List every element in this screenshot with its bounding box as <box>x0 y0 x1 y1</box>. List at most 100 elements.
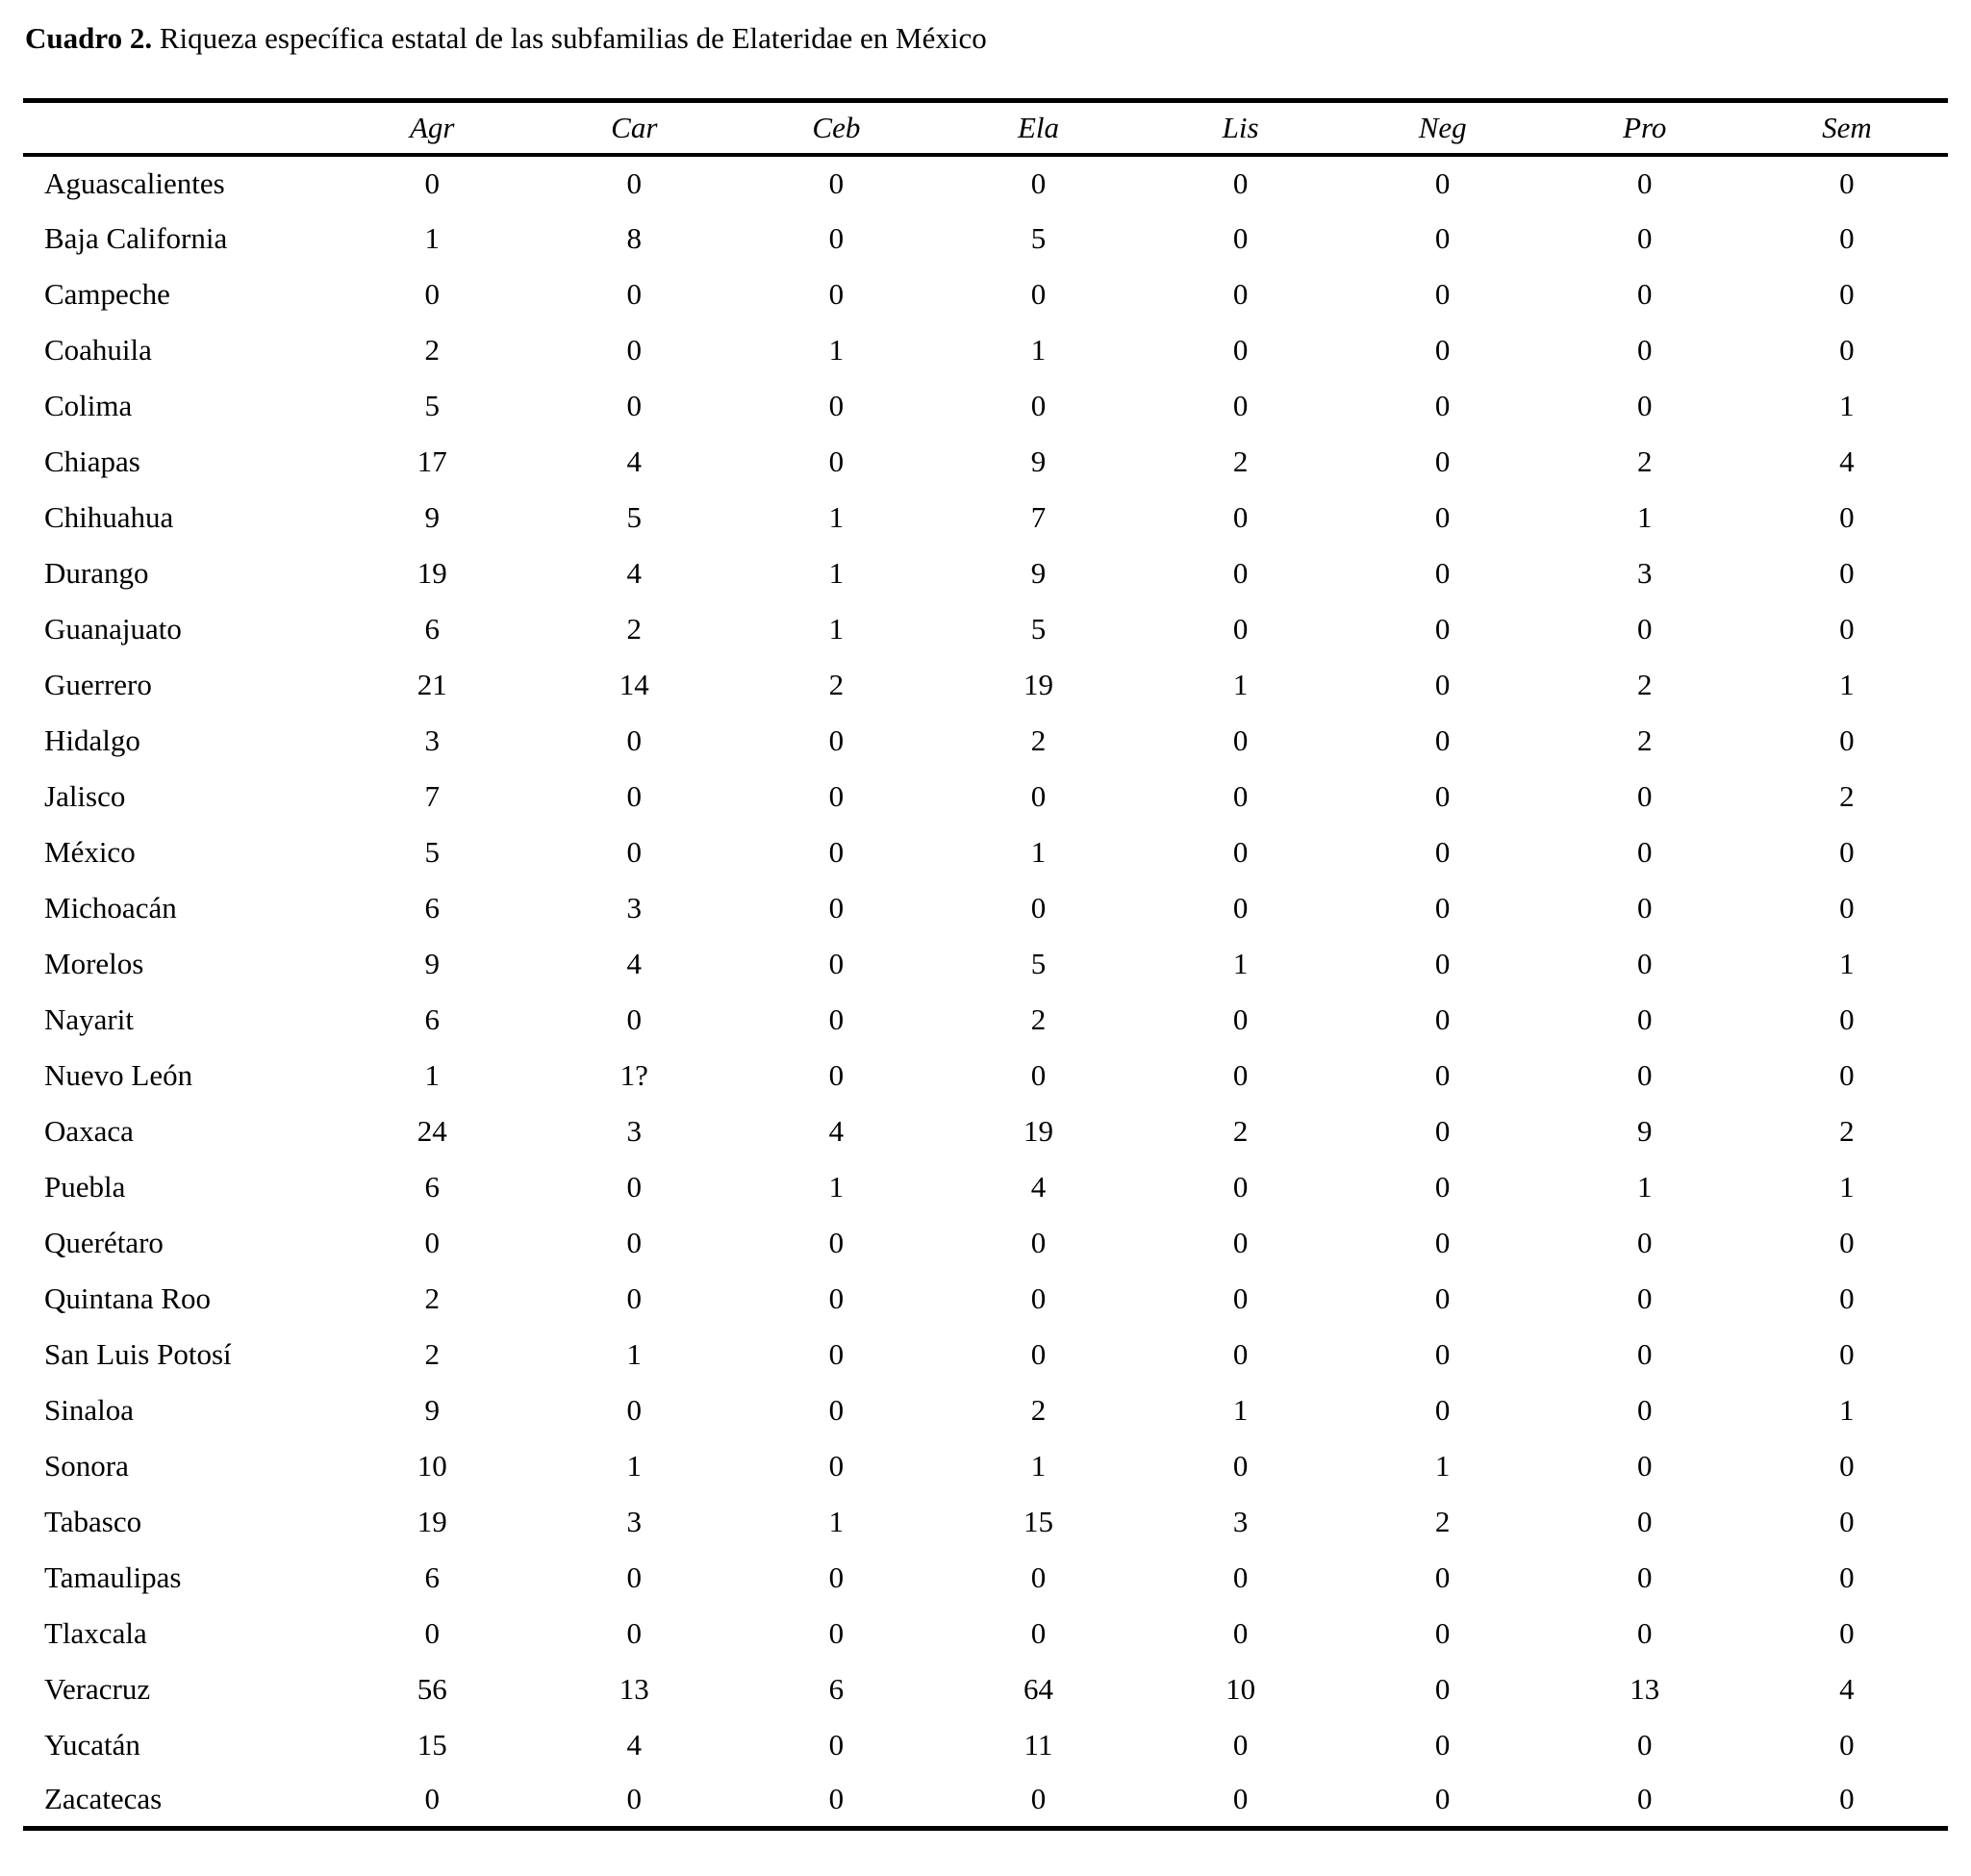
table-row: Baja California 1 8 0 5 0 0 0 0 <box>23 211 1948 266</box>
table-cell: 0 <box>424 1225 440 1259</box>
table-cell: 0 <box>1839 1559 1855 1594</box>
table-header-row: Agr Car Ceb Ela Lis Neg Pro Sem <box>23 100 1948 157</box>
state-name: San Luis Potosí <box>44 1336 232 1371</box>
table-cell: 5 <box>424 388 440 422</box>
table-cell: 4 <box>626 555 643 590</box>
table-cell: 0 <box>1839 1225 1855 1259</box>
table-cell: 0 <box>1434 1336 1451 1371</box>
table-cell: 7 <box>424 778 440 813</box>
table-cell: 0 <box>828 276 845 311</box>
table-row: Veracruz 56 13 6 64 10 0 13 4 <box>23 1661 1948 1717</box>
table-cell: 0 <box>1434 1671 1451 1706</box>
table-cell: 0 <box>828 1448 845 1483</box>
table-cell: 0 <box>626 276 643 311</box>
table-cell: 17 <box>417 444 447 478</box>
table-row: Oaxaca 24 3 4 19 2 0 9 2 <box>23 1103 1948 1159</box>
table-cell: 2 <box>424 1280 440 1315</box>
table-row: Durango 19 4 1 9 0 0 3 0 <box>23 545 1948 601</box>
table-cell: 1 <box>1232 667 1249 701</box>
table-cell: 0 <box>1434 499 1451 534</box>
table-cell: 1 <box>828 555 845 590</box>
table-cell: 0 <box>1434 1057 1451 1092</box>
table-cell: 0 <box>1232 611 1249 646</box>
table-cell: 0 <box>1434 388 1451 422</box>
table-cell: 0 <box>626 1001 643 1036</box>
table-cell: 0 <box>626 1559 643 1594</box>
table-cell: 0 <box>626 388 643 422</box>
table-cell: 9 <box>1030 555 1047 590</box>
table-cell: 0 <box>1434 220 1451 255</box>
table-cell: 0 <box>828 1225 845 1259</box>
table-cell: 0 <box>1637 388 1653 422</box>
table-cell: 1 <box>1637 499 1653 534</box>
column-header-neg: Neg <box>1341 100 1544 157</box>
column-header-sem: Sem <box>1745 100 1948 157</box>
table-cell: 0 <box>1232 1727 1249 1762</box>
table-cell: 9 <box>1637 1113 1653 1148</box>
table-cell: 4 <box>626 444 643 478</box>
table-cell: 0 <box>1637 1448 1653 1483</box>
table-row: Zacatecas 0 0 0 0 0 0 0 0 <box>23 1773 1948 1829</box>
state-name: Chihuahua <box>44 499 174 534</box>
table-cell: 2 <box>828 667 845 701</box>
table-cell: 0 <box>1637 1782 1653 1816</box>
table-row: Aguascalientes 0 0 0 0 0 0 0 0 <box>23 155 1948 211</box>
table-cell: 0 <box>828 1336 845 1371</box>
table-cell: 1 <box>828 499 845 534</box>
table-cell: 0 <box>424 276 440 311</box>
column-header-ceb: Ceb <box>735 100 938 157</box>
table-cell: 0 <box>1637 1001 1653 1036</box>
table-cell: 1 <box>828 332 845 367</box>
table-cell: 0 <box>1434 667 1451 701</box>
table-cell: 0 <box>1839 1280 1855 1315</box>
column-header-agr: Agr <box>331 100 534 157</box>
table-cell: 0 <box>626 778 643 813</box>
table-cell: 0 <box>1232 1336 1249 1371</box>
table-cell: 0 <box>1637 276 1653 311</box>
table-cell: 0 <box>1839 1615 1855 1650</box>
table-cell: 2 <box>1232 444 1249 478</box>
table-cell: 0 <box>1434 611 1451 646</box>
table-cell: 0 <box>1434 555 1451 590</box>
table-cell: 6 <box>424 890 440 925</box>
table-cell: 0 <box>1637 1559 1653 1594</box>
table-cell: 0 <box>1637 220 1653 255</box>
table-cell: 2 <box>1637 444 1653 478</box>
table-cell: 0 <box>626 165 643 200</box>
table-cell: 64 <box>1023 1671 1053 1706</box>
table-cell: 0 <box>1232 1615 1249 1650</box>
table-cell: 8 <box>626 220 643 255</box>
table-cell: 0 <box>828 165 845 200</box>
table-cell: 4 <box>626 1727 643 1762</box>
table-cell: 0 <box>626 1782 643 1816</box>
table-row: Hidalgo 3 0 0 2 0 0 2 0 <box>23 713 1948 769</box>
state-name: Guanajuato <box>44 611 182 646</box>
table-cell: 0 <box>1434 946 1451 980</box>
table-cell: 1 <box>1839 946 1855 980</box>
table-cell: 0 <box>1637 1392 1653 1427</box>
table-cell: 0 <box>1839 1727 1855 1762</box>
table-cell: 0 <box>1839 1001 1855 1036</box>
table-row: Coahuila 2 0 1 1 0 0 0 0 <box>23 322 1948 378</box>
table-row: Tlaxcala 0 0 0 0 0 0 0 0 <box>23 1606 1948 1661</box>
table-cell: 2 <box>1637 667 1653 701</box>
column-header-state <box>23 100 332 157</box>
table-cell: 0 <box>626 1225 643 1259</box>
table-cell: 9 <box>424 499 440 534</box>
state-name: Oaxaca <box>44 1113 134 1148</box>
table-cell: 1 <box>626 1336 643 1371</box>
table-row: Chiapas 17 4 0 9 2 0 2 4 <box>23 434 1948 490</box>
table-cell: 5 <box>1030 220 1047 255</box>
table-cell: 9 <box>1030 444 1047 478</box>
table-cell: 0 <box>828 1559 845 1594</box>
table-cell: 1 <box>828 1504 845 1538</box>
state-name: Quintana Roo <box>44 1280 212 1315</box>
table-cell: 1 <box>1434 1448 1451 1483</box>
table-row: Campeche 0 0 0 0 0 0 0 0 <box>23 266 1948 322</box>
table-cell: 4 <box>1839 444 1855 478</box>
table-cell: 5 <box>626 499 643 534</box>
table-cell: 0 <box>1637 890 1653 925</box>
table-cell: 2 <box>1839 1113 1855 1148</box>
table-cell: 1 <box>1030 332 1047 367</box>
